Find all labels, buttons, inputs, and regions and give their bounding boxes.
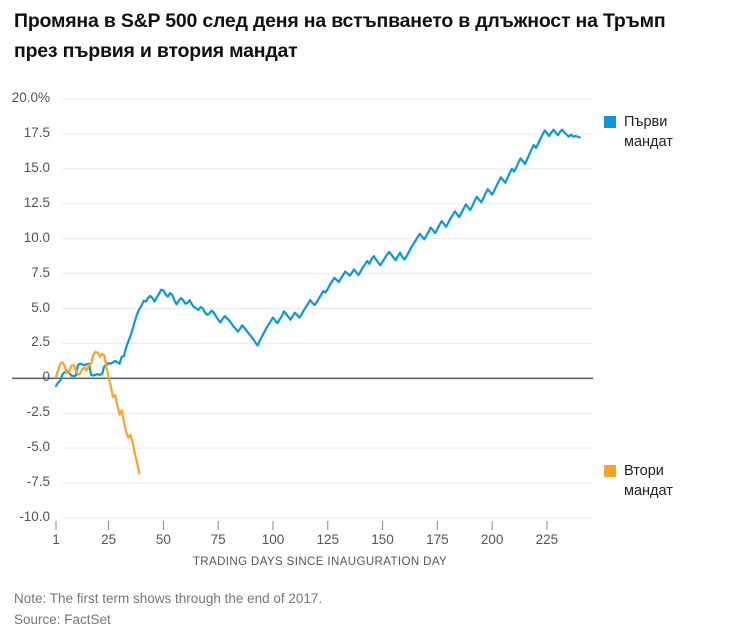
y-axis-tick-label: 15.0 <box>23 159 50 175</box>
legend-swatch-second-term <box>604 465 616 477</box>
x-axis-tick-label: 225 <box>535 532 559 547</box>
footnotes: Note: The first term shows through the e… <box>14 588 322 630</box>
series-lines <box>54 128 581 475</box>
y-axis-tick-label: 0 <box>42 369 50 385</box>
x-axis-ticks <box>55 521 548 530</box>
x-axis-tick-label: 1 <box>52 532 60 547</box>
x-axis-tick-label: 50 <box>155 532 171 547</box>
y-axis-tick-label: -5.0 <box>26 439 50 455</box>
x-axis-tick-label: 75 <box>210 532 226 547</box>
y-axis-tick-label: -10.0 <box>19 509 50 524</box>
x-axis-tick-label: 200 <box>480 532 504 547</box>
y-axis-tick-label: 20.0% <box>11 90 50 105</box>
legend-item-first-term[interactable]: Първи мандат <box>604 112 702 152</box>
x-axis-tick-label: 150 <box>371 532 394 547</box>
y-axis-tick-label: 17.5 <box>23 124 50 140</box>
footnote-source: Source: FactSet <box>14 612 111 627</box>
y-axis-tick-label: 5.0 <box>31 299 50 315</box>
legend-item-second-term[interactable]: Втори мандат <box>604 461 702 501</box>
x-axis-title: TRADING DAYS SINCE INAUGURATION DAY <box>192 556 448 568</box>
y-axis-tick-label: -7.5 <box>26 474 50 490</box>
y-axis-tick-label: 10.0 <box>23 229 50 245</box>
footnote-note: Note: The first term shows through the e… <box>14 591 323 606</box>
x-axis-tick-label: 100 <box>261 532 285 547</box>
x-axis-tick-label: 25 <box>101 532 117 547</box>
gridlines <box>62 98 593 519</box>
legend-label-second-term: Втори мандат <box>624 463 673 499</box>
y-axis-tick-label: -2.5 <box>26 404 50 420</box>
series-line <box>54 350 141 475</box>
legend-label-first-term: Първи мандат <box>624 114 673 150</box>
y-axis-tick-label: 12.5 <box>23 194 50 210</box>
y-axis-tick-label: 2.5 <box>31 334 50 350</box>
legend-swatch-first-term <box>604 116 616 128</box>
y-axis-tick-label: 7.5 <box>31 264 50 280</box>
series-line <box>54 128 581 388</box>
page-title: Промяна в S&P 500 след деня на встъпване… <box>14 10 666 62</box>
x-axis-tick-label: 125 <box>316 532 340 547</box>
x-axis-tick-label: 175 <box>426 532 449 547</box>
